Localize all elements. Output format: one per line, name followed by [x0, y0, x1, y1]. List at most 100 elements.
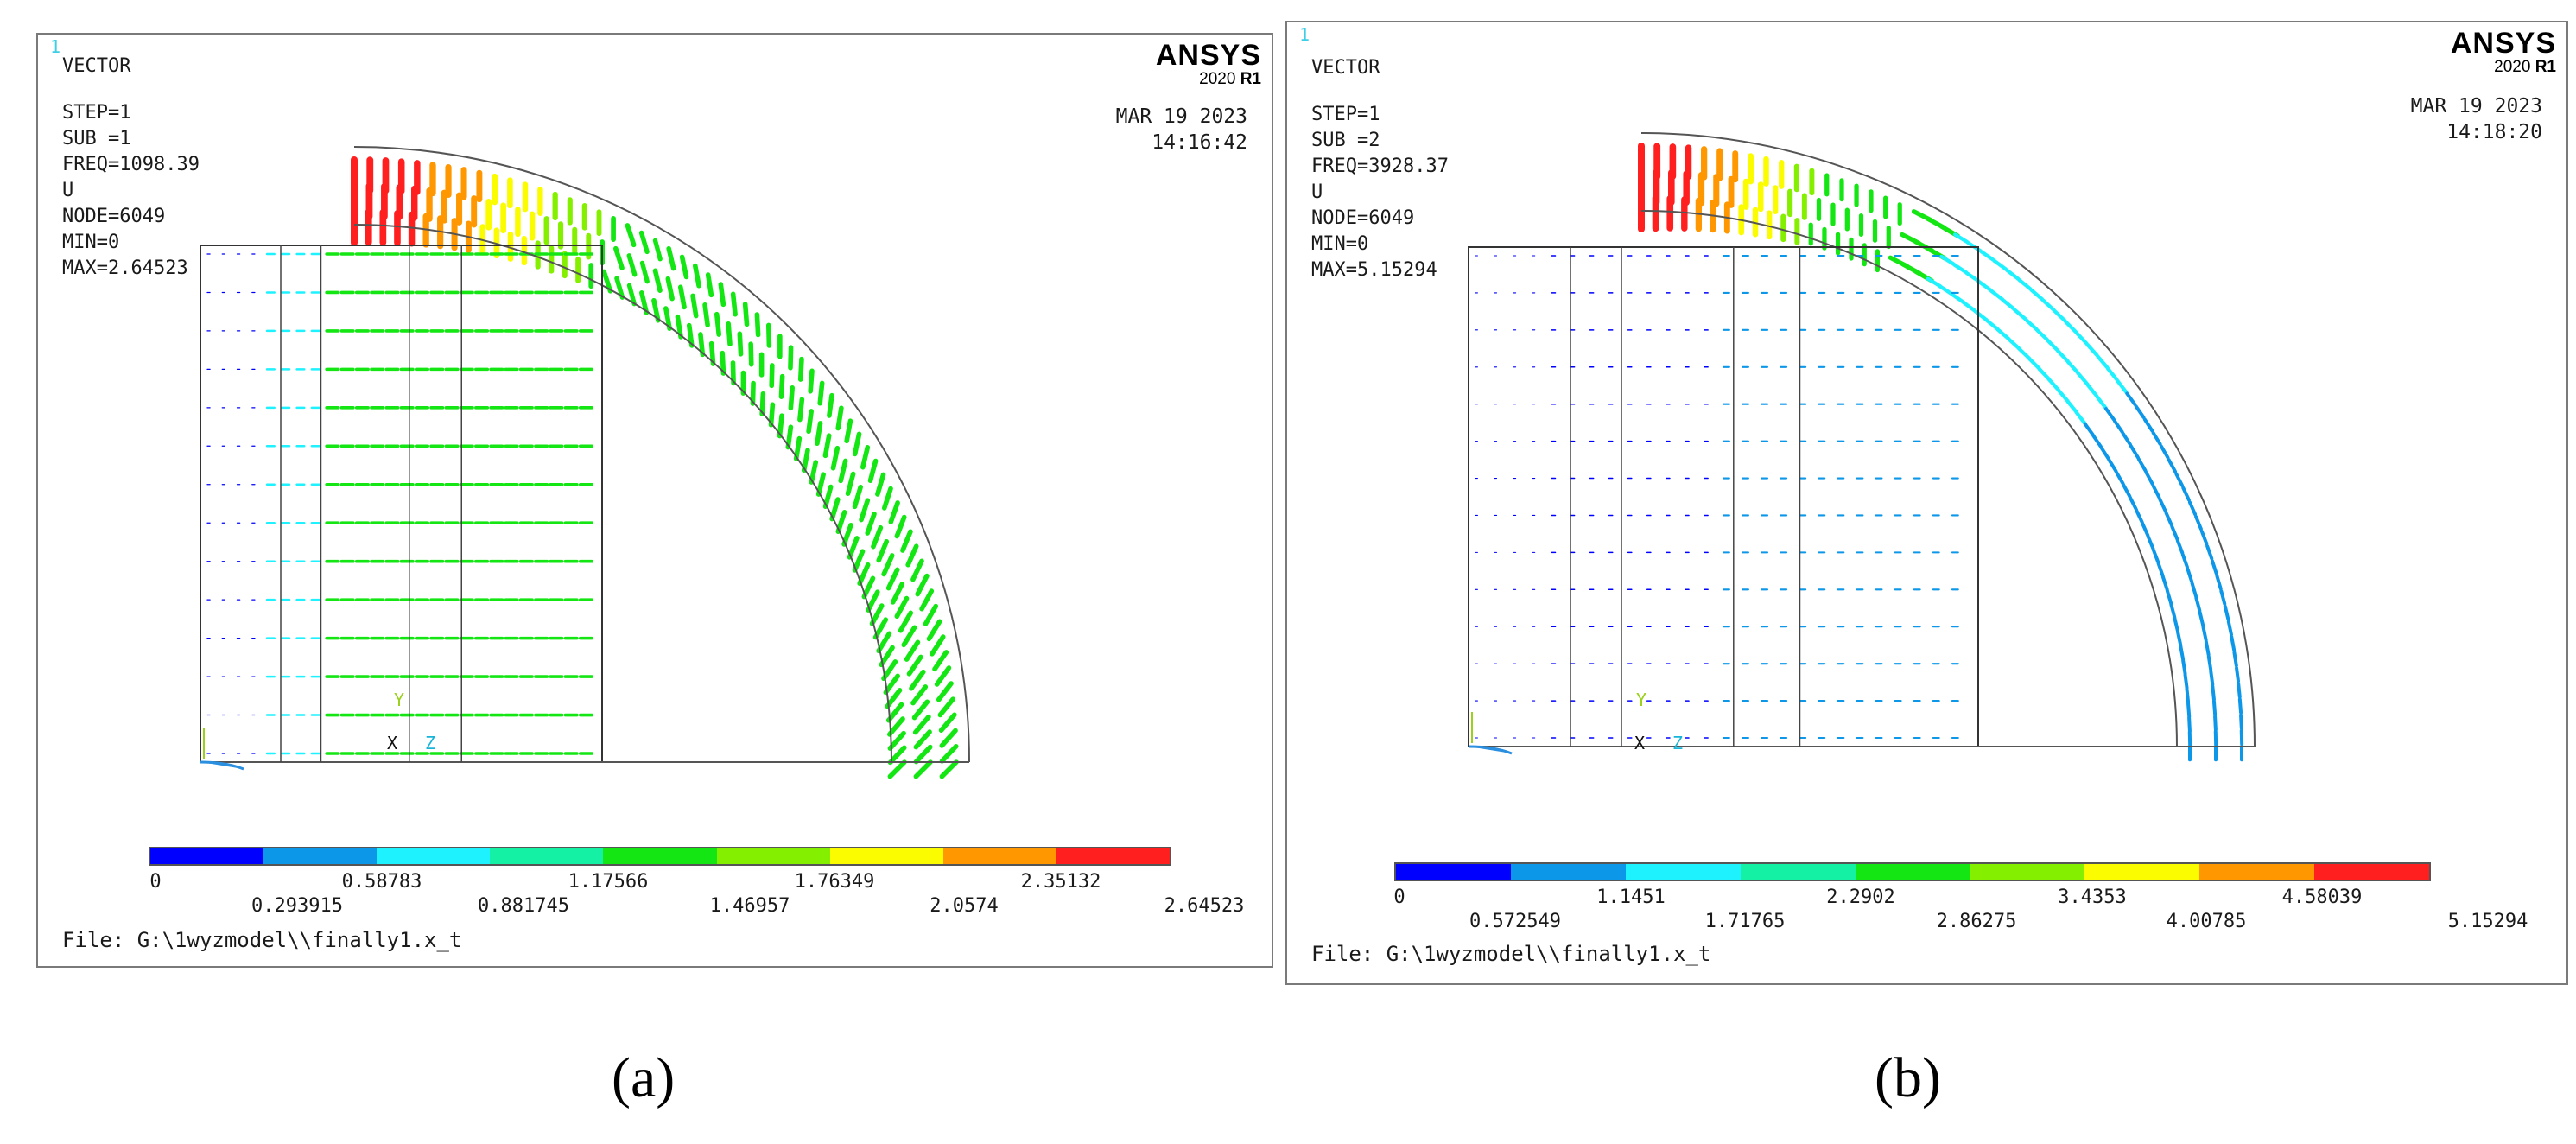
vector-arrow — [867, 458, 879, 484]
triad-z — [200, 760, 244, 771]
legend-swatch-4 — [1855, 864, 1970, 880]
file-path: File: G:\1wyzmodel\\finally1.x_t — [1311, 942, 1711, 966]
inner-block — [1468, 246, 1979, 747]
info-min: MIN=0 — [1311, 233, 1369, 255]
vector-arrow — [1939, 254, 1956, 266]
vector-arrow — [2085, 342, 2099, 358]
vector-arrow — [788, 385, 795, 411]
vector-arrow — [2215, 574, 2223, 591]
legend-tick-bottom-0: 0.293915 — [251, 895, 343, 917]
vector-arrow — [2065, 399, 2078, 415]
legend-swatch-7 — [942, 848, 1056, 864]
ansys-version-release: R1 — [1240, 70, 1261, 88]
legend-tick-top-1: 1.1451 — [1596, 887, 1666, 908]
vector-arrow — [890, 582, 905, 605]
legend-tick-top-0: 0 — [1393, 887, 1405, 908]
info-result: U — [1311, 181, 1323, 203]
vector-arrow — [625, 223, 637, 248]
vector-arrow — [2029, 288, 2045, 302]
vector-arrow — [879, 645, 895, 668]
vector-arrow — [797, 397, 805, 423]
vector-arrow — [2223, 604, 2230, 621]
vector-arrow — [2190, 582, 2198, 598]
vector-arrow — [638, 230, 650, 255]
vector-arrow — [2176, 630, 2183, 647]
legend-swatch-2 — [377, 848, 491, 864]
vector-arrow — [1964, 270, 1981, 283]
vector-arrow — [930, 634, 946, 657]
vector-arrow — [898, 610, 914, 633]
legend-swatch-8 — [1056, 848, 1170, 864]
vector-arrow — [1938, 284, 1954, 296]
vector-arrow — [815, 472, 826, 497]
vector-arrow — [1992, 258, 2008, 271]
vector-arrow — [785, 424, 794, 450]
vector-arrow — [876, 538, 890, 563]
info-step: STEP=1 — [62, 102, 131, 124]
ansys-logo: ANSYS 2020 R1 — [2451, 28, 2556, 76]
vector-arrow — [2164, 511, 2173, 527]
caption-b: (b) — [1875, 1046, 1941, 1109]
legend-tick-bottom-4: 5.15294 — [2447, 911, 2528, 932]
vector-arrow — [2116, 378, 2129, 395]
inner-arc — [1640, 210, 2178, 747]
vector-arrow — [1962, 301, 1977, 314]
vector-arrow — [718, 282, 726, 308]
vector-arrow — [936, 681, 954, 702]
vector-arrow — [1976, 279, 1993, 292]
legend-tick-top-4: 2.35132 — [1020, 871, 1101, 893]
legend-swatch-3 — [1740, 864, 1856, 880]
outer-arc — [353, 146, 970, 763]
vector-arrow — [2186, 567, 2194, 583]
vector-arrow — [932, 650, 949, 672]
vector-arrow — [2232, 651, 2238, 668]
vector-arrow — [875, 472, 886, 497]
vector-arrow — [865, 512, 877, 536]
vector-arrow — [2151, 484, 2161, 499]
legend-swatch-6 — [2084, 864, 2200, 880]
vector-arrow — [639, 290, 650, 315]
legend-colorbar — [1394, 862, 2431, 881]
axis-z-label: Z — [425, 733, 436, 753]
vector-arrow — [2001, 298, 2016, 311]
vector-arrow — [913, 759, 933, 779]
legend-tick-bottom-2: 1.46957 — [709, 895, 790, 917]
vector-field-plot — [1468, 132, 2256, 762]
legend-tick-bottom-4: 2.64523 — [1164, 895, 1245, 917]
vector-arrow — [806, 409, 814, 435]
vector-arrow — [2179, 645, 2186, 662]
vector-arrow — [905, 543, 919, 568]
vector-arrow — [900, 529, 913, 553]
legend-swatch-3 — [490, 848, 604, 864]
vector-arrow — [2056, 388, 2070, 404]
ansys-version-year: 2020 — [2494, 58, 2531, 76]
vector-arrow — [2158, 497, 2167, 513]
vector-arrow — [2066, 359, 2080, 375]
vector-arrow — [859, 498, 871, 523]
info-max: MAX=2.64523 — [62, 257, 188, 279]
vector-arrow — [2180, 553, 2189, 569]
vector-arrow — [708, 340, 716, 366]
vector-arrow — [2167, 458, 2178, 473]
vector-arrow — [844, 418, 853, 444]
vector-arrow — [2129, 444, 2140, 460]
vector-arrow — [705, 272, 714, 298]
legend-tick-top-3: 1.76349 — [794, 871, 875, 893]
vector-arrow — [809, 460, 819, 485]
vector-arrow — [2211, 699, 2218, 716]
vector-arrow — [822, 433, 832, 459]
legend-swatch-8 — [2314, 864, 2430, 880]
legend-tick-bottom-0: 0.572549 — [1469, 911, 1561, 932]
vector-arrow — [778, 373, 785, 399]
vector-arrow — [1973, 309, 1989, 322]
vector-arrow — [2159, 444, 2170, 460]
vector-arrow — [860, 445, 871, 470]
legend-swatch-1 — [263, 848, 378, 864]
vector-arrow — [651, 297, 661, 323]
vector-arrow — [726, 321, 733, 347]
vector-arrow — [2237, 697, 2243, 715]
vector-arrow — [748, 341, 754, 367]
vector-arrow — [2017, 277, 2033, 291]
vector-arrow — [919, 588, 935, 612]
legend-tick-bottom-2: 2.86275 — [1936, 911, 2017, 932]
